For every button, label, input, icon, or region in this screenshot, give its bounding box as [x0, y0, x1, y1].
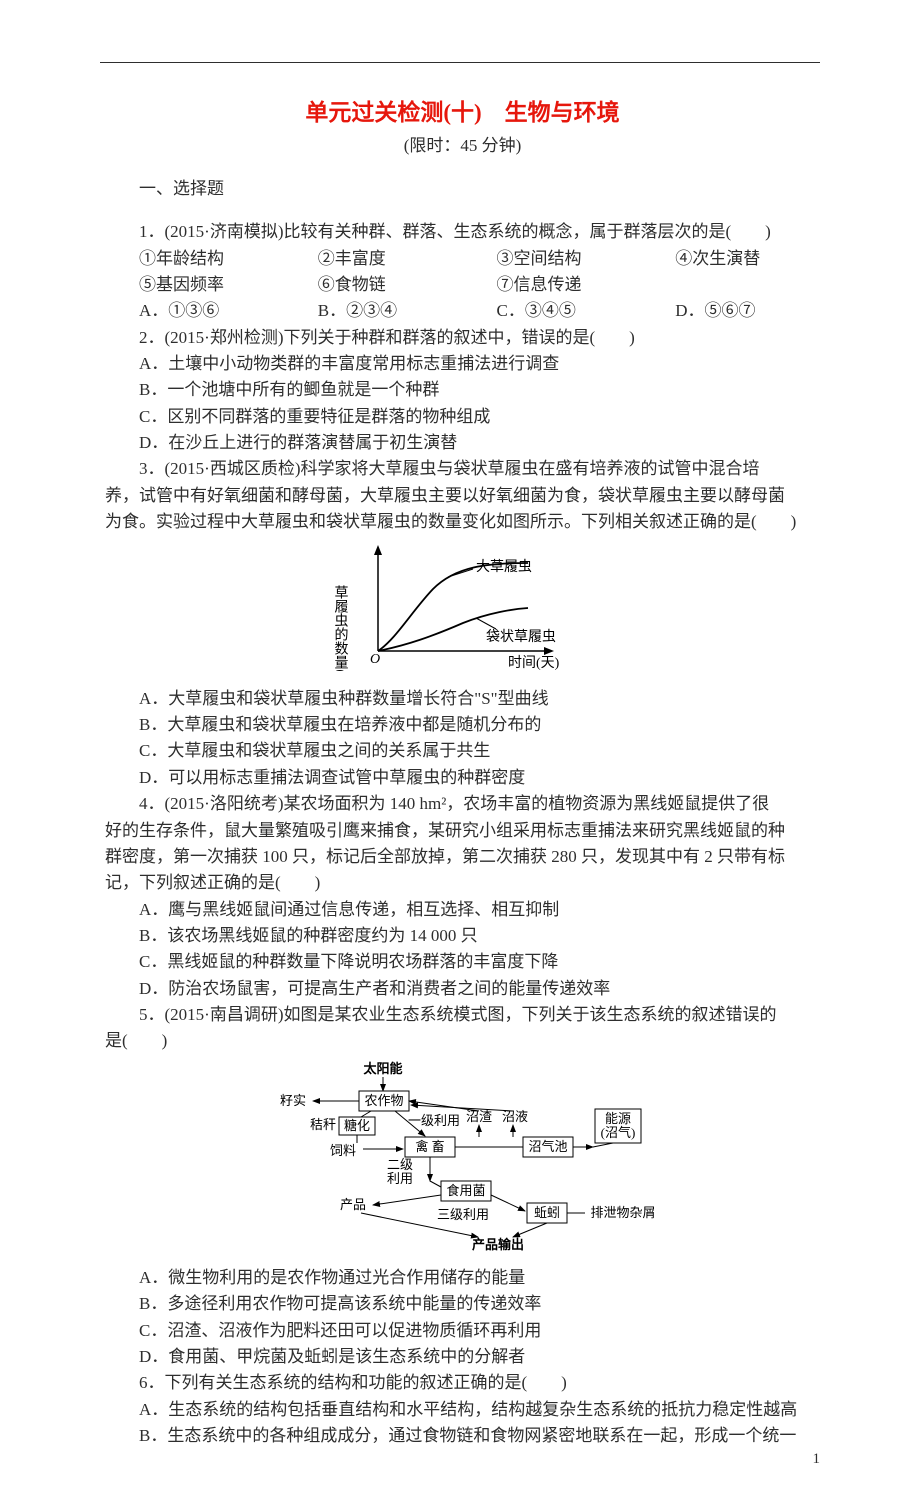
q4-stem-a: 4．(2015·洛阳统考)某农场面积为 140 hm²，农场丰富的植物资源为黑线…: [105, 791, 820, 817]
q4-opt-c: C．黑线姬鼠的种群数量下降说明农场群落的丰富度下降: [105, 949, 820, 975]
q4-opt-b: B．该农场黑线姬鼠的种群密度约为 14 000 只: [105, 923, 820, 949]
q5-opt-d: D．食用菌、甲烷菌及蚯蚓是该生态系统中的分解者: [105, 1344, 820, 1370]
node-pit: 沼气池: [528, 1139, 567, 1154]
q3-stem-b: 养，试管中有好氧细菌和酵母菌，大草履虫主要以好氧细菌为食，袋状草履虫主要以酵母菌: [105, 483, 820, 509]
node-liquid: 沼液: [501, 1109, 527, 1124]
q2-opt-b: B．一个池塘中所有的鲫鱼就是一个种群: [105, 377, 820, 403]
q1-opt-d: D．⑤⑥⑦: [641, 298, 820, 324]
q1-item-2: ②丰富度: [284, 246, 463, 272]
label-use1: 一级利用: [408, 1113, 460, 1128]
exam-title: 单元过关检测(十) 生物与环境: [105, 95, 820, 131]
q3-stem-c: 为食。实验过程中大草履虫和袋状草履虫的数量变化如图所示。下列相关叙述正确的是( …: [105, 509, 820, 535]
origin-label: O: [370, 652, 380, 667]
node-energy-2: (沼气): [600, 1125, 635, 1140]
label-use3: 三级利用: [436, 1207, 488, 1222]
q3-opt-d: D．可以用标志重捕法调查试管中草履虫的种群密度: [105, 765, 820, 791]
node-crop: 农作物: [364, 1093, 403, 1108]
q1-options: A．①③⑥ B．②③④ C．③④⑤ D．⑤⑥⑦: [105, 298, 820, 324]
node-sun: 太阳能: [362, 1061, 402, 1076]
page: 单元过关检测(十) 生物与环境 (限时：45 分钟) 一、选择题 1．(2015…: [0, 0, 920, 1489]
q5-opt-c: C．沼渣、沼液作为肥料还田可以促进物质循环再利用: [105, 1318, 820, 1344]
series1-label: 大草履虫: [476, 559, 532, 575]
q2-stem: 2．(2015·郑州检测)下列关于种群和群落的叙述中，错误的是( ): [105, 325, 820, 351]
q6-stem: 6．下列有关生态系统的结构和功能的叙述正确的是( ): [105, 1370, 820, 1396]
q3-opt-c: C．大草履虫和袋状草履虫之间的关系属于共生: [105, 738, 820, 764]
q4-stem-b: 好的生存条件，鼠大量繁殖吸引鹰来捕食，某研究小组采用标志重捕法来研究黑线姬鼠的种: [105, 818, 820, 844]
node-sugar: 糖化: [343, 1118, 369, 1133]
q1-opt-b: B．②③④: [284, 298, 463, 324]
node-seed: 籽实: [279, 1093, 305, 1108]
q1-item-5: ⑤基因频率: [105, 272, 284, 298]
q6-opt-b: B．生态系统中的各种组成成分，通过食物链和食物网紧密地联系在一起，形成一个统一: [105, 1423, 820, 1449]
q1-items-row2: ⑤基因频率 ⑥食物链 ⑦信息传递: [105, 272, 820, 298]
section-heading: 一、选择题: [105, 176, 820, 202]
label-use2-2: 利用: [386, 1171, 412, 1186]
q3-opt-b: B．大草履虫和袋状草履虫在培养液中都是随机分布的: [105, 712, 820, 738]
q4-stem-d: 记，下列叙述正确的是( ): [105, 870, 820, 896]
node-output: 产品输出: [471, 1237, 523, 1251]
q5-opt-b: B．多途径利用农作物可提高该系统中能量的传递效率: [105, 1291, 820, 1317]
q1-items-row1: ①年龄结构 ②丰富度 ③空间结构 ④次生演替: [105, 246, 820, 272]
node-waste: 排泄物杂屑: [590, 1205, 655, 1220]
q1-opt-c: C．③④⑤: [463, 298, 642, 324]
node-prod: 产品: [339, 1197, 365, 1212]
q4-opt-d: D．防治农场鼠害，可提高生产者和消费者之间的能量传递效率: [105, 976, 820, 1002]
label-use2-1: 二级: [386, 1157, 412, 1172]
q6-opt-a: A．生态系统的结构包括垂直结构和水平结构，结构越复杂生态系统的抵抗力稳定性越高: [105, 1397, 820, 1423]
q5-stem-b: 是( ): [105, 1028, 820, 1054]
q2-opt-d: D．在沙丘上进行的群落演替属于初生演替: [105, 430, 820, 456]
q5-diagram: 太阳能 农作物 籽实 秸秆 糖化 一级利用 饲料: [105, 1061, 820, 1259]
y-label: 草履虫的数量(个): [332, 586, 348, 672]
q2-opt-a: A．土壤中小动物类群的丰富度常用标志重捕法进行调查: [105, 351, 820, 377]
header-rule: [100, 62, 820, 63]
page-number: 1: [813, 1448, 821, 1471]
q5-stem-a: 5．(2015·南昌调研)如图是某农业生态系统模式图，下列关于该生态系统的叙述错…: [105, 1002, 820, 1028]
q1-item-3: ③空间结构: [463, 246, 642, 272]
q3-opt-a: A．大草履虫和袋状草履虫种群数量增长符合"S"型曲线: [105, 686, 820, 712]
q2-opt-c: C．区别不同群落的重要特征是群落的物种组成: [105, 404, 820, 430]
q1-stem: 1．(2015·济南模拟)比较有关种群、群落、生态系统的概念，属于群落层次的是(…: [105, 219, 820, 245]
node-animal: 禽 畜: [415, 1139, 444, 1154]
q4-stem-c: 群密度，第一次捕获 100 只，标记后全部放掉，第二次捕获 280 只，发现其中…: [105, 844, 820, 870]
q4-opt-a: A．鹰与黑线姬鼠间通过信息传递，相互选择、相互抑制: [105, 897, 820, 923]
q1-item-4: ④次生演替: [641, 246, 820, 272]
node-straw: 秸秆: [309, 1117, 335, 1132]
q1-item-7: ⑦信息传递: [463, 272, 821, 298]
q3-stem-a: 3．(2015·西城区质检)科学家将大草履虫与袋状草履虫在盛有培养液的试管中混合…: [105, 456, 820, 482]
q1-item-1: ①年龄结构: [105, 246, 284, 272]
node-energy-1: 能源: [604, 1111, 630, 1126]
series2-label: 袋状草履虫: [486, 629, 556, 645]
time-limit: (限时：45 分钟): [105, 133, 820, 159]
node-feed: 饲料: [329, 1143, 355, 1158]
node-fungus: 食用菌: [446, 1183, 485, 1198]
node-dregs: 沼渣: [465, 1109, 491, 1124]
q5-opt-a: A．微生物利用的是农作物通过光合作用储存的能量: [105, 1265, 820, 1291]
q3-chart: 大草履虫 袋状草履虫 O 时间(天) 草履虫的数量(个): [105, 541, 820, 679]
node-worm: 蚯蚓: [533, 1205, 559, 1220]
x-label: 时间(天): [508, 655, 560, 671]
q1-item-6: ⑥食物链: [284, 272, 463, 298]
q1-opt-a: A．①③⑥: [105, 298, 284, 324]
